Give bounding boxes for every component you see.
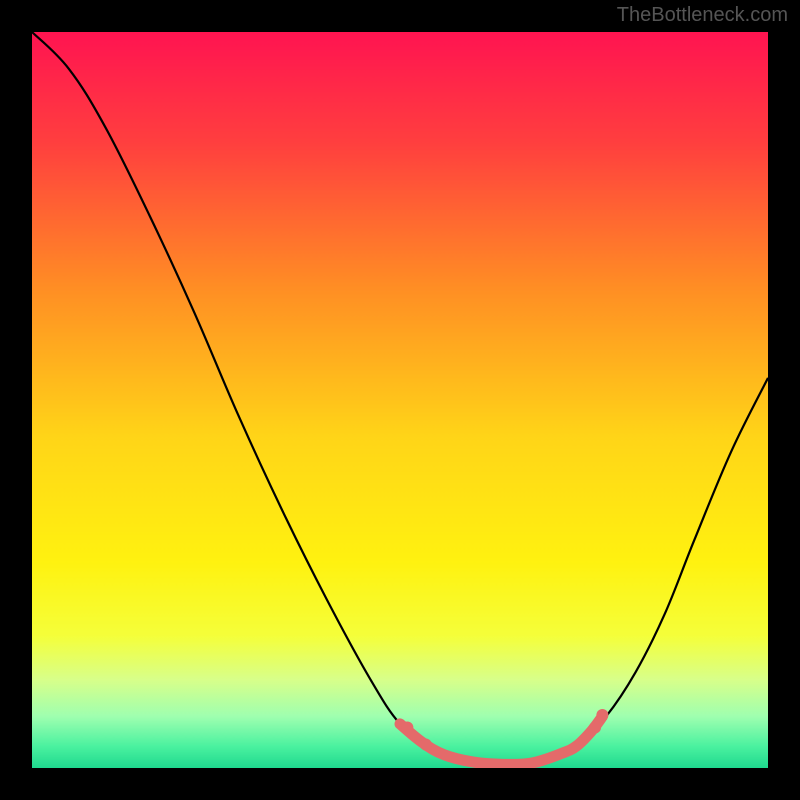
highlight-dot [589, 722, 601, 734]
highlight-segment [400, 716, 602, 764]
highlight-dot [420, 738, 432, 750]
main-curve [32, 32, 768, 765]
highlight-dot [401, 722, 413, 734]
watermark-text: TheBottleneck.com [617, 4, 788, 27]
highlight-dot [596, 709, 608, 721]
chart-plot-area [32, 32, 768, 768]
chart-svg [32, 32, 768, 768]
